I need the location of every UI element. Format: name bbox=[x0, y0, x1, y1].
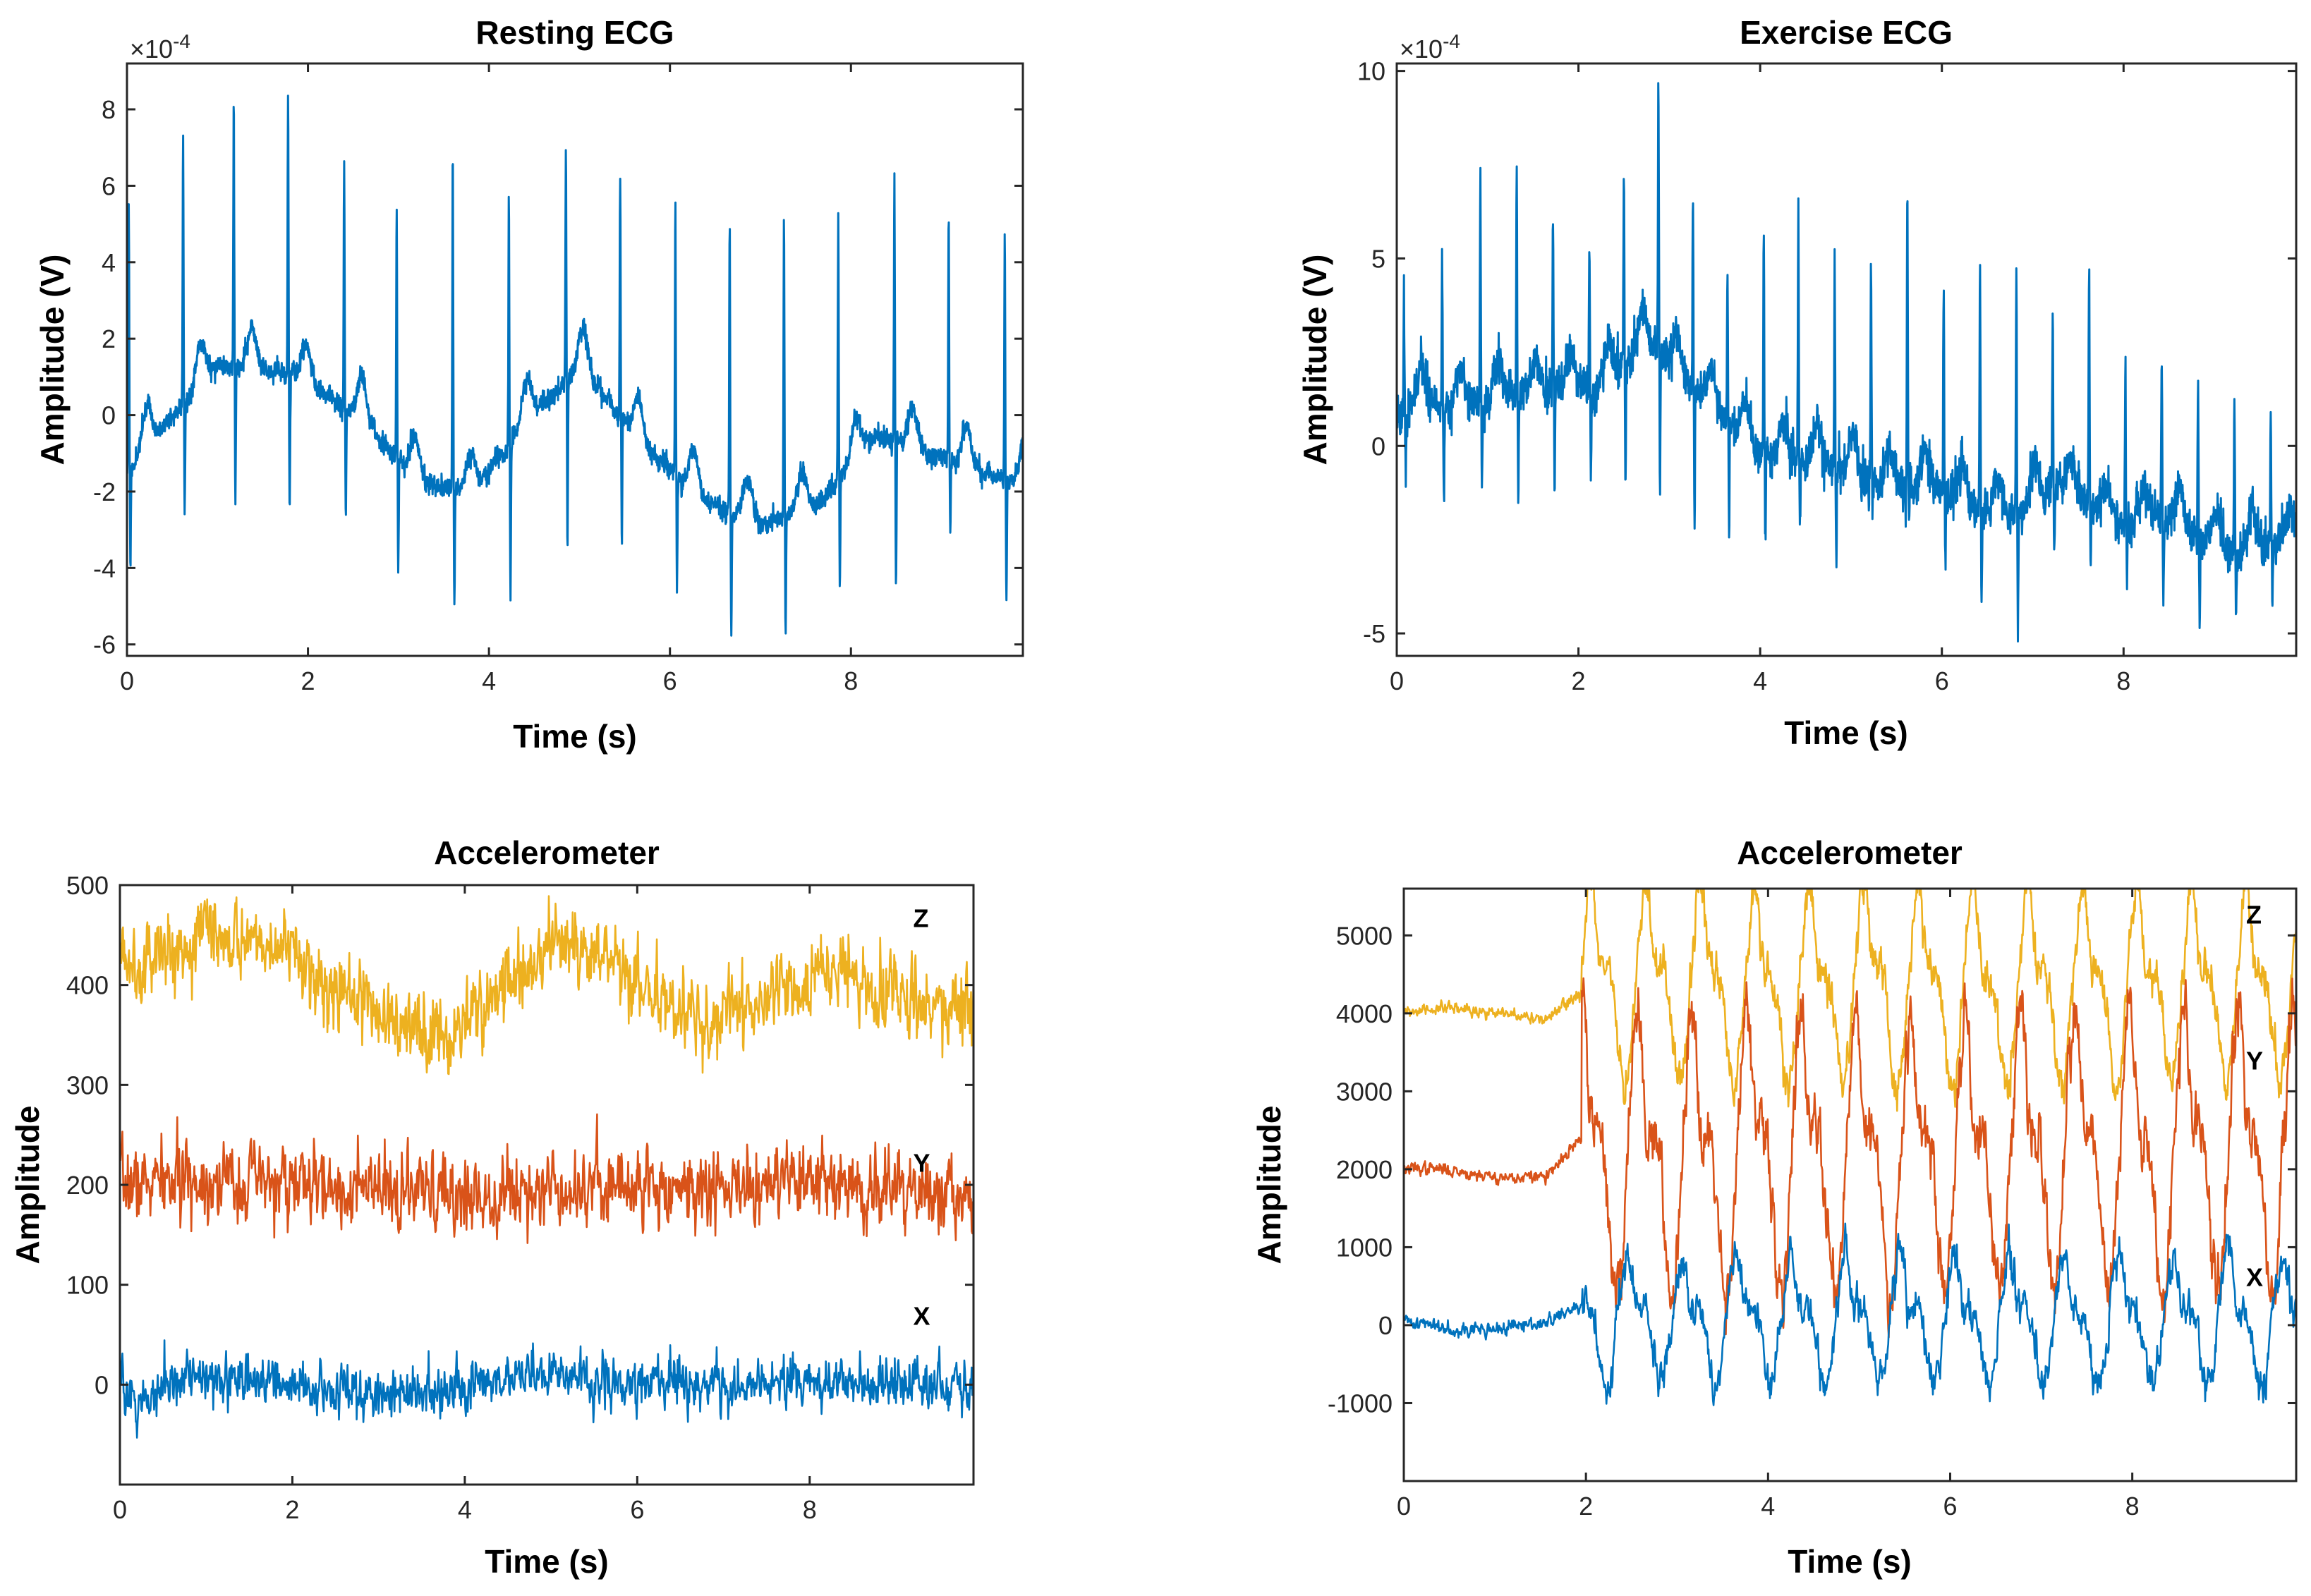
x-axis-label: Time (s) bbox=[513, 718, 637, 755]
x-tick-label: 8 bbox=[2116, 666, 2130, 695]
y-tick-label: 1000 bbox=[1336, 1233, 1393, 1262]
y-tick-label: 3000 bbox=[1336, 1077, 1393, 1106]
x-tick-label: 0 bbox=[120, 666, 134, 695]
y-axis-label: Amplitude bbox=[9, 1106, 46, 1265]
panel-accelerometer-exercise: Accelerometer 0 2 4 6 8 -1000 0 1000 2000 3000 40… bbox=[1251, 834, 2298, 1580]
series-label-z: Z bbox=[913, 904, 928, 933]
x-tick-label: 6 bbox=[630, 1495, 644, 1524]
x-tick-label: 6 bbox=[1935, 666, 1949, 695]
x-tick-label: 4 bbox=[1753, 666, 1767, 695]
series-label-z: Z bbox=[2246, 901, 2262, 930]
x-tick-label: 8 bbox=[803, 1495, 817, 1524]
y-tick-label: 2 bbox=[102, 324, 116, 353]
y-tick-label: 400 bbox=[66, 971, 109, 1000]
y-axis-label: Amplitude (V) bbox=[34, 255, 71, 465]
ecg-series-line bbox=[1397, 82, 2296, 642]
series-label-x: X bbox=[2246, 1263, 2263, 1292]
y-tick-label: 500 bbox=[66, 871, 109, 900]
y-tick-label: 200 bbox=[66, 1171, 109, 1200]
chart-title: Accelerometer bbox=[434, 834, 660, 871]
y-tick-label: -1000 bbox=[1328, 1389, 1393, 1418]
x-tick-label: 4 bbox=[458, 1495, 472, 1524]
plot-frame bbox=[1402, 887, 2298, 1482]
y-tick-label: 300 bbox=[66, 1071, 109, 1099]
exponent-base: ×10 bbox=[1400, 35, 1443, 63]
chart-title: Accelerometer bbox=[1737, 834, 1963, 871]
y-tick-label: 6 bbox=[102, 171, 116, 200]
series-line-y bbox=[1404, 977, 2296, 1339]
chart-title: Resting ECG bbox=[475, 14, 674, 51]
svg-text:×10-4: ×10-4 bbox=[130, 30, 190, 63]
exponent-label: ×10-4 bbox=[130, 30, 190, 63]
x-tick-label: 2 bbox=[1579, 1492, 1593, 1521]
exponent-base: ×10 bbox=[130, 35, 173, 63]
x-tick-label: 2 bbox=[1572, 666, 1586, 695]
y-tick-label: 5000 bbox=[1336, 921, 1393, 950]
series-label-y: Y bbox=[2246, 1046, 2263, 1075]
y-tick-label: 8 bbox=[102, 95, 116, 124]
series-label-y: Y bbox=[913, 1149, 930, 1178]
x-tick-label: 0 bbox=[1390, 666, 1404, 695]
x-tick-label: 0 bbox=[113, 1495, 127, 1524]
y-tick-label: -5 bbox=[1363, 619, 1385, 648]
y-tick-label: 0 bbox=[102, 401, 116, 430]
x-tick-label: 6 bbox=[663, 666, 677, 695]
y-tick-label: -6 bbox=[93, 631, 116, 659]
chart-title: Exercise ECG bbox=[1740, 14, 1953, 51]
x-tick-label: 8 bbox=[2125, 1492, 2140, 1521]
x-tick-label: 2 bbox=[301, 666, 315, 695]
y-tick-label: 0 bbox=[1371, 432, 1385, 461]
y-tick-label: -4 bbox=[93, 554, 116, 583]
x-axis-label: Time (s) bbox=[485, 1543, 609, 1580]
x-tick-label: 2 bbox=[285, 1495, 299, 1524]
y-tick-label: 0 bbox=[1378, 1311, 1393, 1340]
y-tick-label: 4 bbox=[102, 248, 116, 277]
y-tick-label: -2 bbox=[93, 477, 116, 506]
exponent-label: ×10-4 bbox=[1400, 30, 1460, 63]
y-tick-label: 100 bbox=[66, 1271, 109, 1300]
series-line-y bbox=[120, 1113, 973, 1244]
series-line-x bbox=[120, 1339, 973, 1439]
exponent-power: -4 bbox=[1443, 30, 1460, 52]
y-tick-label: 4000 bbox=[1336, 999, 1393, 1028]
x-tick-label: 6 bbox=[1943, 1492, 1957, 1521]
y-tick-label: 2000 bbox=[1336, 1155, 1393, 1184]
panel-accelerometer-resting: Accelerometer 0 2 4 6 8 0 100 200 300 400 500 Z Y X… bbox=[9, 834, 975, 1580]
x-tick-label: 4 bbox=[1761, 1492, 1775, 1521]
exponent-power: -4 bbox=[173, 30, 190, 52]
x-axis-label: Time (s) bbox=[1784, 714, 1908, 751]
series-line-z bbox=[120, 895, 973, 1076]
x-tick-label: 4 bbox=[482, 666, 496, 695]
x-tick-label: 8 bbox=[844, 666, 858, 695]
series-label-x: X bbox=[913, 1301, 930, 1330]
series-line-x bbox=[1404, 1222, 2296, 1406]
plot-frame bbox=[1395, 62, 2298, 657]
y-axis-label: Amplitude bbox=[1251, 1106, 1287, 1265]
svg-text:×10-4: ×10-4 bbox=[1400, 30, 1460, 63]
y-tick-label: 0 bbox=[95, 1370, 109, 1399]
y-tick-label: 10 bbox=[1357, 57, 1385, 86]
plot-frame bbox=[126, 62, 1024, 657]
y-tick-label: 5 bbox=[1371, 244, 1385, 273]
y-axis-label: Amplitude (V) bbox=[1297, 255, 1333, 465]
ecg-series-line bbox=[127, 95, 1023, 637]
x-axis-label: Time (s) bbox=[1788, 1543, 1912, 1580]
x-tick-label: 0 bbox=[1397, 1492, 1411, 1521]
series-line-z bbox=[1404, 889, 2296, 1112]
